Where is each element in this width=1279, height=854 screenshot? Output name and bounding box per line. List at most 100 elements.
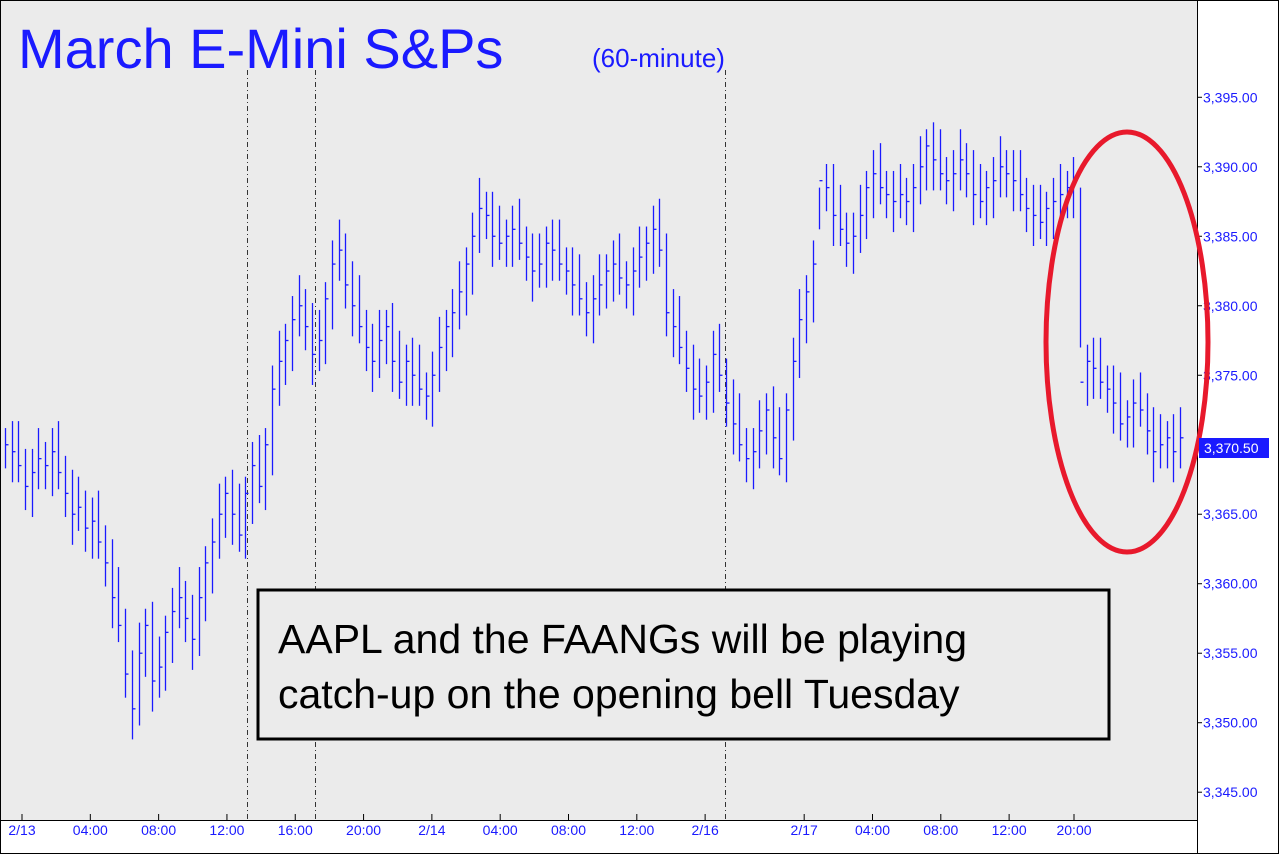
price-bar <box>752 428 757 490</box>
price-bar <box>571 247 576 316</box>
price-bar <box>638 226 643 288</box>
price-bar <box>271 365 276 476</box>
price-bar <box>104 525 109 587</box>
price-bar <box>952 150 957 212</box>
x-tick-label: 2/17 <box>791 822 818 838</box>
price-bar <box>592 275 597 344</box>
price-bar <box>1092 337 1097 399</box>
x-tick-label: 12:00 <box>619 822 654 838</box>
price-bar <box>184 580 189 643</box>
price-bar <box>211 518 216 594</box>
price-bar <box>598 254 603 316</box>
price-bar <box>111 539 116 629</box>
x-tick-label: 04:00 <box>483 822 518 838</box>
y-tick-label: 3,395.00 <box>1203 89 1258 105</box>
price-bar <box>324 282 329 365</box>
x-tick-label: 16:00 <box>278 822 313 838</box>
price-bar <box>932 122 937 191</box>
price-bar <box>852 212 857 274</box>
price-bar <box>64 455 69 518</box>
price-bar <box>224 476 229 538</box>
price-bar <box>151 601 156 712</box>
x-tick-label: 04:00 <box>855 822 890 838</box>
price-bar <box>538 233 543 288</box>
price-bar <box>812 240 817 323</box>
price-bar <box>284 323 289 385</box>
price-bar <box>845 212 850 267</box>
price-bar <box>251 441 256 524</box>
price-bar <box>1012 150 1017 212</box>
price-bar <box>445 309 450 372</box>
price-bar <box>872 150 877 219</box>
price-bar <box>1139 372 1144 427</box>
price-bar <box>1146 393 1151 455</box>
price-bar <box>778 407 783 476</box>
price-bar <box>832 164 837 246</box>
price-bar <box>605 254 610 309</box>
y-tick-label: 3,350.00 <box>1203 715 1258 731</box>
price-bar <box>124 608 129 698</box>
price-bar <box>1132 379 1137 448</box>
price-bar <box>358 275 363 344</box>
price-bar <box>144 608 149 677</box>
price-bar <box>198 567 203 656</box>
price-bar <box>1106 365 1111 413</box>
price-bar <box>1119 372 1124 441</box>
y-tick-label: 3,375.00 <box>1203 367 1258 383</box>
price-bar <box>945 157 950 205</box>
price-bar <box>431 351 436 427</box>
price-bar <box>311 302 316 385</box>
price-bar <box>351 261 356 337</box>
price-bar <box>378 309 383 379</box>
price-bar <box>471 212 476 295</box>
price-bar <box>258 435 263 504</box>
price-bar <box>438 316 443 392</box>
x-tick-label: 20:00 <box>1056 822 1091 838</box>
price-bar <box>818 180 823 230</box>
y-tick-label: 3,355.00 <box>1203 645 1258 661</box>
annotation-frame <box>256 588 1111 741</box>
price-bar <box>692 344 697 420</box>
price-bar <box>338 219 343 281</box>
price-bar <box>11 421 16 483</box>
x-tick-label: 20:00 <box>346 822 381 838</box>
price-bar <box>97 490 102 559</box>
price-bar <box>518 198 523 260</box>
price-bar <box>985 170 990 226</box>
price-bars <box>4 122 1184 740</box>
price-bar <box>425 372 430 420</box>
price-bar <box>879 143 884 205</box>
y-tick-label: 3,360.00 <box>1203 576 1258 592</box>
chart-title: March E-Mini S&Ps <box>18 17 503 80</box>
price-bar <box>344 233 349 309</box>
x-axis: 2/13 04:00 08:00 12:00 16:00 20:00 2/14 04:00 08… <box>8 814 1092 838</box>
price-bar <box>238 483 243 552</box>
price-bar <box>244 476 249 559</box>
price-bar <box>451 289 456 358</box>
last-price-box <box>1199 438 1269 458</box>
price-bar <box>745 428 750 483</box>
price-bar <box>718 323 723 392</box>
price-bar <box>51 428 56 497</box>
price-bar <box>885 170 890 219</box>
price-bar <box>678 296 683 365</box>
price-bar <box>758 400 763 469</box>
price-bar <box>91 497 96 559</box>
price-bar <box>919 136 924 205</box>
annotation-line-1: AAPL and the FAANGs will be playing <box>278 616 967 662</box>
price-bar <box>264 428 269 511</box>
chart-subtitle: (60-minute) <box>592 43 725 73</box>
price-bar <box>1032 184 1037 246</box>
price-bar <box>117 567 122 643</box>
price-bar <box>84 490 89 552</box>
price-bar <box>965 143 970 198</box>
price-bar <box>1052 177 1057 240</box>
price-bar <box>738 393 743 462</box>
price-bar <box>1019 150 1024 212</box>
price-bar <box>625 261 630 309</box>
price-bar <box>672 289 677 358</box>
last-price-marker: 3,370.50 <box>1199 438 1269 458</box>
y-tick-label: 3,390.00 <box>1203 159 1258 175</box>
price-bar <box>652 205 657 274</box>
price-bar <box>925 129 930 191</box>
